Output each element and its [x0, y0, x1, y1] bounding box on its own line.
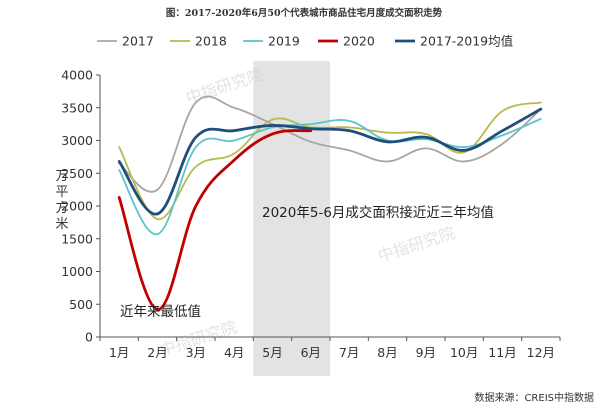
y-label-char: 米	[55, 217, 68, 232]
legend-label-2017: 2017	[122, 34, 154, 49]
x-tick-label: 10月	[450, 345, 478, 360]
highlight-band	[253, 61, 330, 376]
y-ticks: 0 500 1000 1500 2000 2500 3000 3500 4000	[61, 68, 100, 345]
y-tick-label: 1500	[61, 231, 93, 246]
legend-label-2017-2019均值: 2017-2019均值	[420, 34, 513, 49]
x-tick-label: 8月	[377, 345, 397, 360]
legend-label-2020: 2020	[343, 34, 375, 49]
y-tick-label: 0	[85, 330, 93, 345]
x-tick-label: 11月	[488, 345, 516, 360]
x-tick-label: 1月	[109, 345, 129, 360]
x-tick-label: 2月	[147, 345, 167, 360]
series-line-2017-2019均值	[117, 107, 543, 216]
legend-label-2018: 2018	[195, 34, 227, 49]
y-label-char: 万	[55, 169, 68, 184]
y-tick-label: 2500	[61, 166, 93, 181]
y-tick-label: 3000	[61, 133, 93, 148]
data-source: 数据来源：CREIS中指数据	[474, 391, 594, 404]
annotation-band: 2020年5-6月成交面积接近近三年均值	[262, 204, 494, 221]
x-tick-label: 5月	[262, 345, 282, 360]
y-tick-label: 4000	[61, 68, 93, 83]
y-tick-label: 500	[69, 297, 93, 312]
legend-label-2019: 2019	[268, 34, 300, 49]
x-tick-label: 3月	[186, 345, 206, 360]
y-tick-label: 1000	[61, 264, 93, 279]
legend: 2017 2018 2019 2020 2017-2019均值	[97, 34, 513, 49]
x-tick-label: 4月	[224, 345, 244, 360]
watermark-text-0: 中指研究院	[183, 65, 265, 108]
x-tick-label: 6月	[301, 345, 321, 360]
y-label-char: 方	[55, 200, 68, 216]
y-label-char: 平	[55, 185, 68, 200]
series-lines	[117, 95, 543, 311]
series-line-2017	[118, 95, 542, 193]
watermark-text-1: 中指研究院	[375, 223, 457, 266]
y-tick-label: 2000	[61, 199, 93, 214]
x-ticks: 1月 2月 3月 4月 5月 6月 7月 8月 9月 10月 11月 12月	[99, 337, 561, 360]
series-line-2019	[118, 117, 542, 236]
y-tick-label: 3500	[61, 100, 93, 115]
annotation-low: 近年来最低值	[120, 304, 201, 320]
chart-title: 图：2017-2020年6月50个代表城市商品住宅月度成交面积走势	[166, 7, 443, 19]
x-tick-label: 9月	[416, 345, 436, 360]
x-tick-label: 12月	[527, 345, 555, 360]
series-line-2020	[117, 129, 313, 311]
x-tick-label: 7月	[339, 345, 359, 360]
